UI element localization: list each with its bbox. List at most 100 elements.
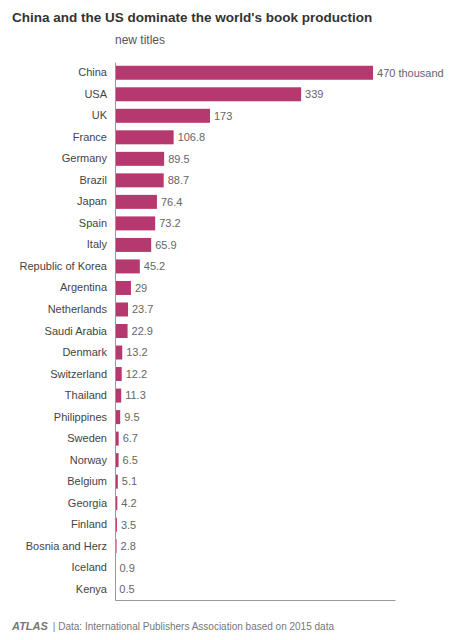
tick: Kenya xyxy=(76,583,108,595)
data-label: 23.7 xyxy=(132,303,153,315)
data-label: 88.7 xyxy=(168,174,189,186)
axis-line xyxy=(116,600,396,601)
tick-label: Brazil xyxy=(79,174,107,186)
bar xyxy=(115,302,128,316)
bar xyxy=(115,346,122,360)
bar xyxy=(115,238,151,252)
tick-label: Finland xyxy=(71,518,107,530)
tick-label: Italy xyxy=(87,238,108,250)
tick-label: USA xyxy=(84,88,107,100)
annotation: ATLAS xyxy=(11,620,49,632)
tick: Finland xyxy=(71,518,107,530)
data-label: 45.2 xyxy=(144,260,165,272)
bar xyxy=(115,324,128,338)
data-label: 13.2 xyxy=(126,346,147,358)
tick: USA xyxy=(84,88,107,100)
tick: UK xyxy=(92,109,108,121)
axis-line xyxy=(115,63,116,601)
bar xyxy=(115,130,174,144)
tick-label: Switzerland xyxy=(50,368,107,380)
tick: Norway xyxy=(70,454,108,466)
tick-label: UK xyxy=(92,109,108,121)
data-label: 106.8 xyxy=(178,131,206,143)
tick-label: Thailand xyxy=(65,389,107,401)
bar xyxy=(115,173,164,187)
tick: Sweden xyxy=(67,432,107,444)
data-label: 12.2 xyxy=(126,368,147,380)
tick: Brazil xyxy=(79,174,107,186)
data-label: 3.5 xyxy=(121,519,136,531)
chart: China and the US dominate the world's bo… xyxy=(0,0,463,640)
bar xyxy=(115,109,210,123)
bar xyxy=(115,216,155,230)
data-label: 470 thousand xyxy=(377,67,444,79)
bar xyxy=(115,87,301,101)
bar xyxy=(115,367,122,381)
tick: Netherlands xyxy=(48,303,108,315)
data-label: 22.9 xyxy=(132,325,153,337)
data-label: 89.5 xyxy=(168,153,189,165)
tick-label: Norway xyxy=(70,454,108,466)
tick-label: Republic of Korea xyxy=(20,260,108,272)
data-label: 6.7 xyxy=(123,432,138,444)
data-label: 65.9 xyxy=(155,239,176,251)
tick-label: Spain xyxy=(79,217,107,229)
data-label: 9.5 xyxy=(124,411,139,423)
tick-label: Iceland xyxy=(72,561,107,573)
tick-label: Belgium xyxy=(67,475,107,487)
tick-label: Bosnia and Herz xyxy=(26,540,107,552)
data-label: 29 xyxy=(135,282,147,294)
subtitle: new titles xyxy=(115,33,165,47)
data-label: 11.3 xyxy=(125,389,146,401)
tick: Italy xyxy=(87,238,108,250)
tick-label: Denmark xyxy=(62,346,107,358)
tick: Bosnia and Herz xyxy=(26,540,107,552)
bar xyxy=(115,66,373,80)
tick-label: France xyxy=(73,131,107,143)
tick: Philippines xyxy=(54,411,108,423)
y-axis: China USA UK France Germany Brazil Japan Spain I… xyxy=(20,63,116,601)
data-labels: 470 thousand 339 173 106.8 89.5 88.7 76.4 73.2 6… xyxy=(119,67,443,595)
data-label: 73.2 xyxy=(159,217,180,229)
tick-label: Georgia xyxy=(68,497,108,509)
data-label: 0.5 xyxy=(119,583,134,595)
tick-label: Netherlands xyxy=(48,303,108,315)
tick-label: Argentina xyxy=(60,281,108,293)
tick: Japan xyxy=(77,195,107,207)
tick: Argentina xyxy=(60,281,108,293)
bar xyxy=(115,259,140,273)
data-label: 6.5 xyxy=(123,454,138,466)
tick: Georgia xyxy=(68,497,108,509)
title: China and the US dominate the world's bo… xyxy=(12,10,372,25)
annotation: | Data: International Publishers Associa… xyxy=(53,621,335,632)
bar xyxy=(115,152,164,166)
tick: Thailand xyxy=(65,389,107,401)
data-label: 339 xyxy=(305,88,323,100)
data-label: 173 xyxy=(214,110,232,122)
x-axis xyxy=(116,600,396,601)
tick: Iceland xyxy=(72,561,107,573)
tick: Belgium xyxy=(67,475,107,487)
data-label: 5.1 xyxy=(122,475,137,487)
tick: Spain xyxy=(79,217,107,229)
tick-label: China xyxy=(78,66,108,78)
plot: China USA UK France Germany Brazil Japan Spain I… xyxy=(20,63,444,601)
tick: Saudi Arabia xyxy=(45,325,108,337)
data-label: 76.4 xyxy=(161,196,182,208)
tick-label: Sweden xyxy=(67,432,107,444)
tick-label: Kenya xyxy=(76,583,108,595)
tick: Germany xyxy=(62,152,108,164)
bars xyxy=(115,66,373,596)
bar xyxy=(115,281,131,295)
data-label: 2.8 xyxy=(121,540,136,552)
tick-label: Germany xyxy=(62,152,108,164)
tick: Denmark xyxy=(62,346,107,358)
bar xyxy=(115,195,157,209)
tick: Switzerland xyxy=(50,368,107,380)
tick-label: Philippines xyxy=(54,411,108,423)
tick: France xyxy=(73,131,107,143)
tick-label: Japan xyxy=(77,195,107,207)
tick: Republic of Korea xyxy=(20,260,108,272)
tick-label: Saudi Arabia xyxy=(45,325,108,337)
tick: China xyxy=(78,66,108,78)
